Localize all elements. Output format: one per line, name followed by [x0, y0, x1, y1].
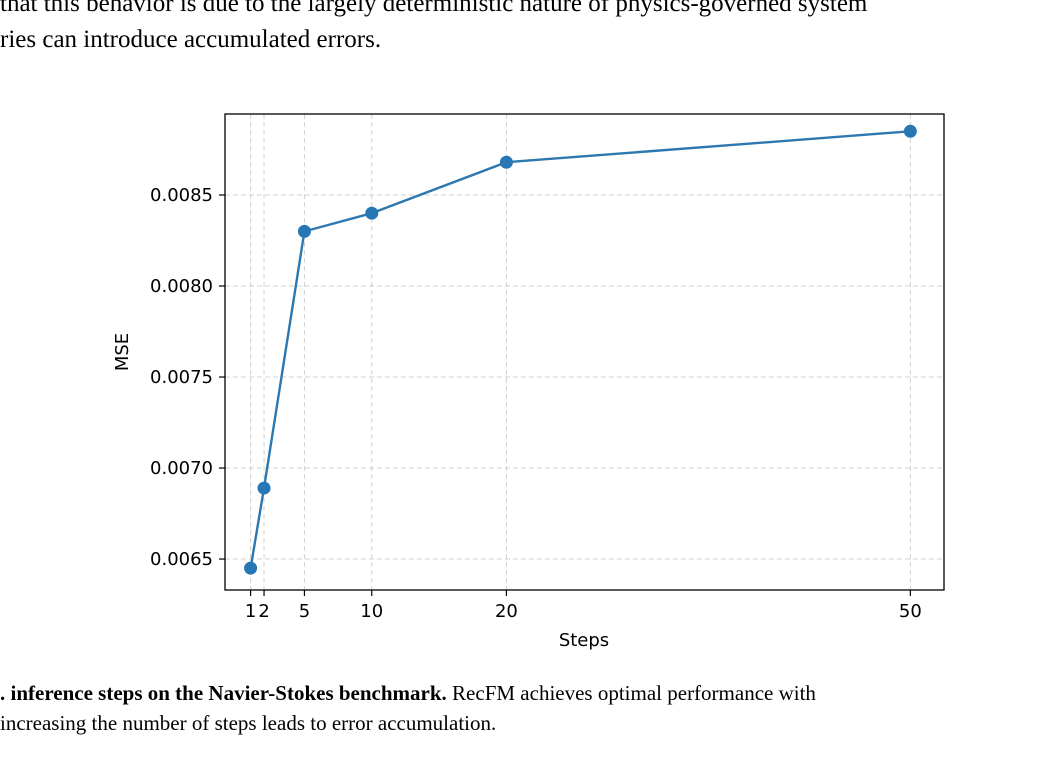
x-tick-label: 1 — [245, 601, 256, 622]
axes-frame — [224, 113, 945, 591]
body-text-line-1: that this behavior is due to the largely… — [0, 0, 868, 17]
x-tick-label: 10 — [360, 601, 383, 622]
series-line — [249, 130, 911, 569]
x-tick-label: 5 — [299, 601, 310, 622]
figure-caption: . inference steps on the Navier-Stokes b… — [0, 678, 1056, 738]
x-tick-label: 2 — [258, 601, 269, 622]
x-axis-label: Steps — [559, 630, 609, 651]
data-point — [903, 124, 917, 138]
data-point — [365, 206, 379, 220]
x-tick-label: 50 — [899, 601, 922, 622]
grid-lines — [225, 114, 944, 590]
body-text-above: that this behavior is due to the largely… — [0, 0, 1056, 58]
x-tick-label: 20 — [495, 601, 518, 622]
body-text-line-2: ries can introduce accumulated errors. — [0, 26, 382, 53]
y-tick-label: 0.0075 — [150, 367, 213, 388]
y-tick-label: 0.0080 — [150, 276, 213, 297]
data-point — [297, 224, 311, 238]
y-tick-label: 0.0065 — [150, 549, 213, 570]
y-tick-label: 0.0085 — [150, 185, 213, 206]
data-point — [257, 481, 271, 495]
y-tick-label: 0.0070 — [150, 458, 213, 479]
axis-ticks: 1 2 5 10 20 50 0.0065 0.0070 0.0075 0.0080 0.0085 — [150, 185, 922, 622]
caption-text: RecFM achieves optimal performance with — [446, 681, 816, 705]
data-point — [244, 561, 258, 575]
caption-line-1: . inference steps on the Navier-Stokes b… — [0, 678, 1056, 708]
y-axis-label: MSE — [112, 333, 133, 371]
caption-line-2: increasing the number of steps leads to … — [0, 711, 497, 735]
caption-bold: . inference steps on the Navier-Stokes b… — [0, 681, 447, 705]
series-mse — [244, 124, 917, 575]
data-point — [499, 155, 513, 169]
